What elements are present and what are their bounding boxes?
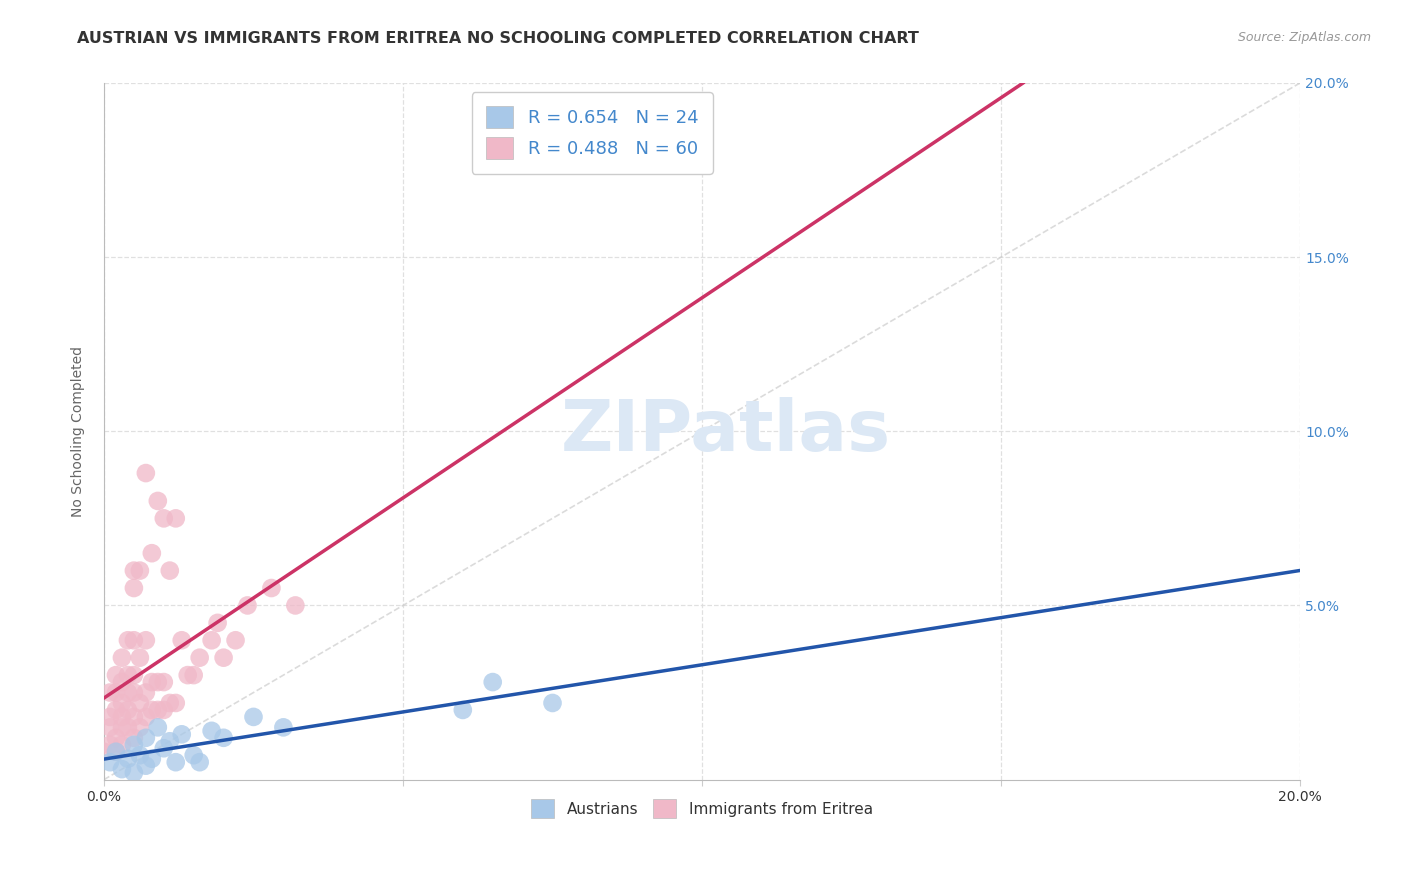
- Point: [128, 720, 150, 734]
- Point: [242, 710, 264, 724]
- Point: [165, 755, 187, 769]
- Point: [273, 720, 295, 734]
- Point: [98, 755, 121, 769]
- Point: [135, 685, 157, 699]
- Point: [135, 758, 157, 772]
- Point: [98, 720, 121, 734]
- Y-axis label: No Schooling Completed: No Schooling Completed: [72, 346, 86, 516]
- Point: [104, 685, 127, 699]
- Point: [111, 675, 134, 690]
- Point: [135, 633, 157, 648]
- Text: ZIPatlas: ZIPatlas: [561, 397, 891, 466]
- Point: [128, 650, 150, 665]
- Point: [146, 494, 169, 508]
- Point: [146, 720, 169, 734]
- Point: [170, 633, 193, 648]
- Point: [236, 599, 259, 613]
- Point: [201, 633, 224, 648]
- Point: [122, 731, 145, 745]
- Text: AUSTRIAN VS IMMIGRANTS FROM ERITREA NO SCHOOLING COMPLETED CORRELATION CHART: AUSTRIAN VS IMMIGRANTS FROM ERITREA NO S…: [77, 31, 920, 46]
- Point: [117, 720, 139, 734]
- Point: [260, 581, 283, 595]
- Point: [225, 633, 247, 648]
- Point: [146, 703, 169, 717]
- Point: [93, 745, 115, 759]
- Point: [152, 511, 174, 525]
- Point: [111, 738, 134, 752]
- Point: [98, 685, 121, 699]
- Point: [152, 703, 174, 717]
- Point: [152, 675, 174, 690]
- Point: [111, 710, 134, 724]
- Point: [212, 650, 235, 665]
- Point: [141, 675, 163, 690]
- Point: [152, 741, 174, 756]
- Point: [159, 564, 181, 578]
- Point: [111, 720, 134, 734]
- Point: [111, 762, 134, 776]
- Point: [212, 731, 235, 745]
- Point: [122, 685, 145, 699]
- Point: [128, 748, 150, 763]
- Point: [201, 723, 224, 738]
- Point: [122, 765, 145, 780]
- Point: [111, 696, 134, 710]
- Point: [170, 727, 193, 741]
- Point: [122, 581, 145, 595]
- Point: [451, 703, 474, 717]
- Point: [146, 675, 169, 690]
- Point: [98, 738, 121, 752]
- Point: [122, 633, 145, 648]
- Point: [122, 564, 145, 578]
- Point: [284, 599, 307, 613]
- Legend: Austrians, Immigrants from Eritrea: Austrians, Immigrants from Eritrea: [526, 793, 879, 824]
- Point: [104, 703, 127, 717]
- Point: [183, 668, 205, 682]
- Point: [159, 734, 181, 748]
- Point: [104, 745, 127, 759]
- Point: [98, 710, 121, 724]
- Point: [117, 668, 139, 682]
- Point: [117, 752, 139, 766]
- Point: [104, 745, 127, 759]
- Point: [541, 696, 564, 710]
- Point: [122, 710, 145, 724]
- Point: [104, 668, 127, 682]
- Point: [141, 546, 163, 560]
- Point: [177, 668, 200, 682]
- Point: [135, 731, 157, 745]
- Point: [188, 755, 211, 769]
- Point: [165, 696, 187, 710]
- Point: [122, 668, 145, 682]
- Point: [141, 703, 163, 717]
- Point: [135, 466, 157, 480]
- Point: [122, 738, 145, 752]
- Point: [117, 633, 139, 648]
- Point: [128, 696, 150, 710]
- Point: [135, 710, 157, 724]
- Point: [207, 615, 229, 630]
- Point: [159, 696, 181, 710]
- Point: [165, 511, 187, 525]
- Text: Source: ZipAtlas.com: Source: ZipAtlas.com: [1237, 31, 1371, 45]
- Point: [104, 731, 127, 745]
- Point: [111, 650, 134, 665]
- Point: [183, 748, 205, 763]
- Point: [141, 752, 163, 766]
- Point: [481, 675, 503, 690]
- Point: [188, 650, 211, 665]
- Point: [117, 703, 139, 717]
- Point: [117, 685, 139, 699]
- Point: [128, 564, 150, 578]
